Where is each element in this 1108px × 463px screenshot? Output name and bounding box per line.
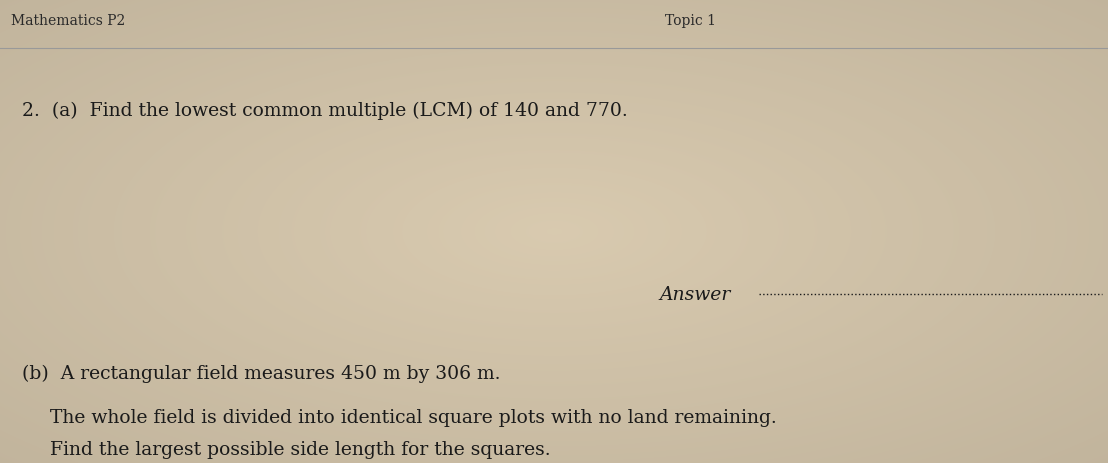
Text: Topic 1: Topic 1	[665, 14, 716, 28]
Text: The whole field is divided into identical square plots with no land remaining.: The whole field is divided into identica…	[50, 408, 777, 425]
Text: Answer: Answer	[659, 285, 730, 303]
Text: Find the largest possible side length for the squares.: Find the largest possible side length fo…	[50, 440, 551, 458]
Text: (b)  A rectangular field measures 450 m by 306 m.: (b) A rectangular field measures 450 m b…	[22, 363, 501, 382]
Text: Mathematics P2: Mathematics P2	[11, 14, 125, 28]
Text: 2.  (a)  Find the lowest common multiple (LCM) of 140 and 770.: 2. (a) Find the lowest common multiple (…	[22, 102, 628, 120]
